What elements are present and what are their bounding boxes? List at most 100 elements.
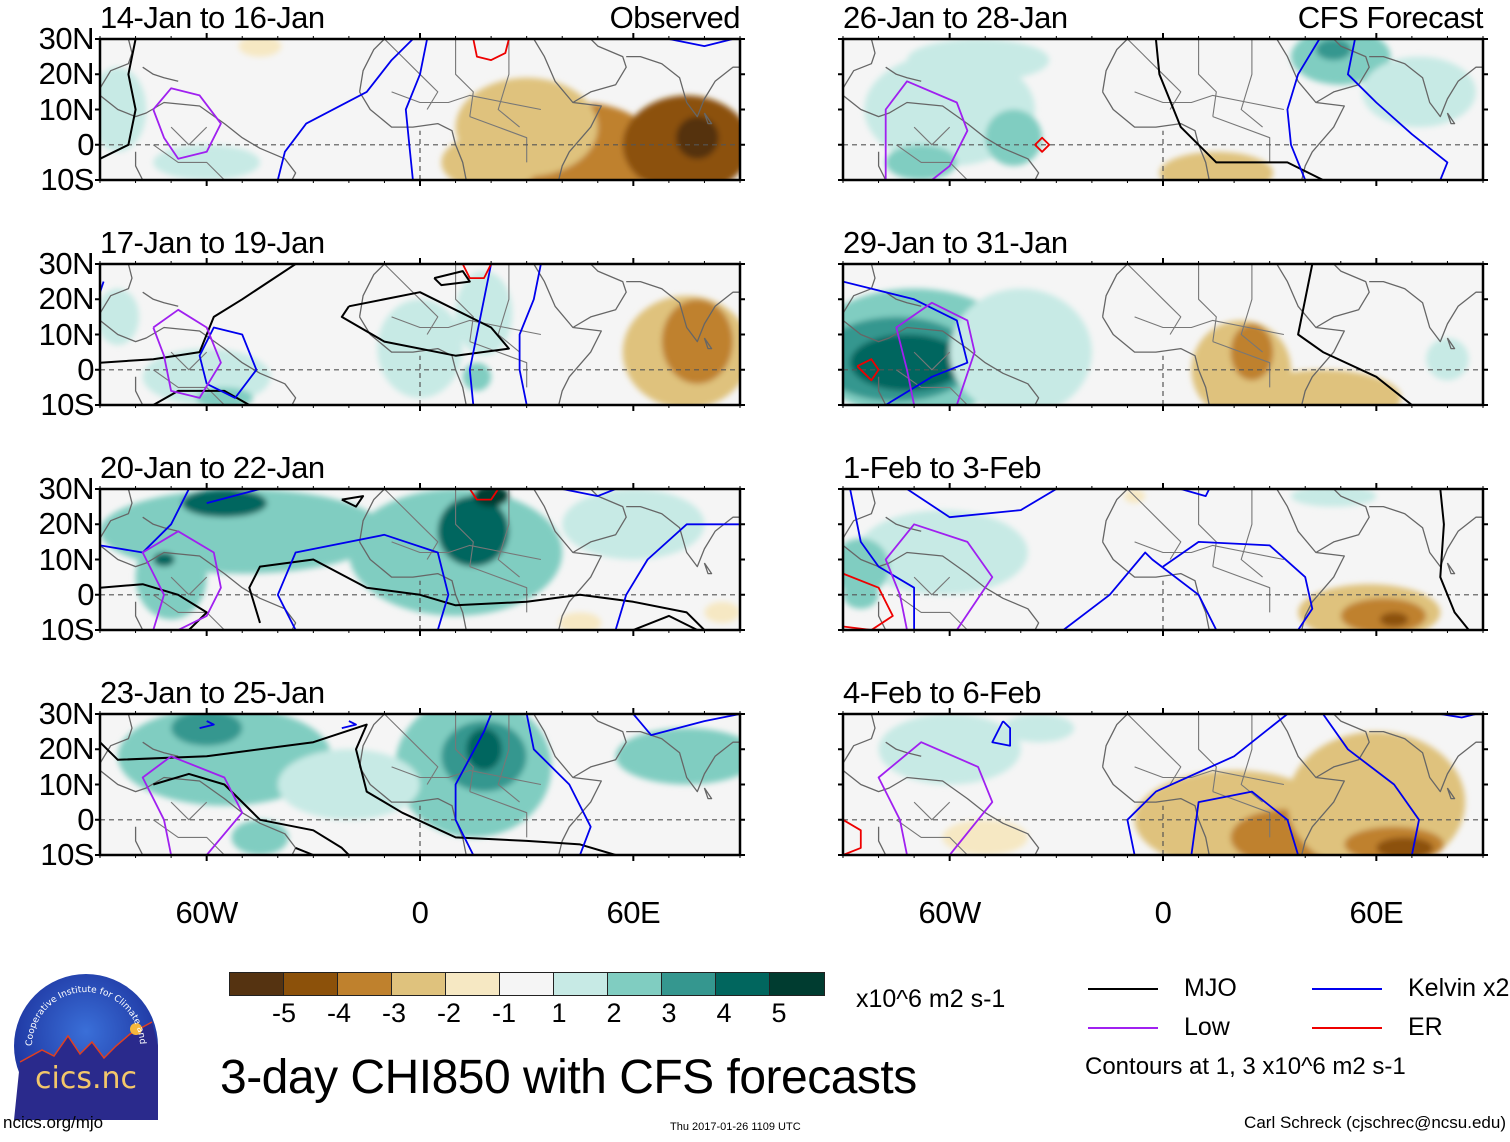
contour-kelvin: [454, 714, 492, 855]
country-border: [1198, 489, 1217, 567]
contour-mjo: [1154, 39, 1324, 180]
legend-label-kelvin: Kelvin x2: [1408, 974, 1510, 1002]
y-tick-label: 20N: [38, 56, 95, 92]
colorbar-tick-label: -2: [436, 998, 461, 1028]
shaded-anomaly-region: [462, 362, 492, 391]
shaded-anomaly-region: [466, 728, 502, 771]
panel-title: 29-Jan to 31-Jan: [843, 225, 1068, 260]
map-plot: [95, 483, 745, 636]
y-tick-label: 10N: [38, 541, 95, 577]
contour-kelvin: [1162, 541, 1314, 630]
country-border: [497, 489, 520, 578]
country-border: [1212, 116, 1271, 163]
y-tick-label: 30N: [38, 246, 95, 281]
country-border: [1198, 714, 1217, 792]
contour-mjo: [632, 614, 698, 630]
contour-low: [884, 523, 994, 630]
coastline: [142, 516, 179, 532]
contour-mjo: [1297, 264, 1413, 405]
contour-er: [843, 819, 862, 855]
map-plot: [95, 258, 745, 411]
legend-swatch-er: [1312, 1026, 1382, 1029]
y-tick-label: 10S: [40, 162, 94, 197]
legend-swatch-low: [1088, 1026, 1158, 1029]
coastline: [1102, 541, 1210, 630]
shaded-anomaly-region: [181, 489, 268, 518]
country-border: [469, 566, 528, 613]
coastline: [358, 264, 385, 318]
coastline: [843, 714, 876, 764]
shaded-anomaly-region: [907, 39, 1050, 82]
contour-kelvin: [1190, 790, 1299, 855]
coastline: [1446, 337, 1456, 350]
contour-low: [141, 530, 222, 630]
coastline: [1102, 316, 1210, 405]
country-border: [170, 576, 208, 596]
logo-text: cics.nc: [35, 1061, 137, 1096]
coastline: [843, 94, 1040, 180]
shaded-anomaly-region: [100, 288, 140, 346]
country-border: [455, 264, 474, 342]
footer-url[interactable]: ncics.org/mjo: [3, 1113, 104, 1132]
colorbar-tick-label: -5: [271, 998, 296, 1028]
shaded-anomaly-region: [878, 714, 1021, 785]
x-tick-label: 60W: [175, 895, 239, 930]
coastline: [843, 39, 876, 89]
shaded-anomaly-region: [562, 489, 705, 560]
contour-low: [152, 87, 222, 160]
country-border: [152, 369, 225, 405]
coastline: [572, 39, 627, 104]
coastline: [359, 91, 467, 180]
y-tick-label: 10S: [40, 387, 94, 422]
shaded-anomaly-region: [949, 288, 1092, 405]
coastline: [533, 264, 602, 405]
country-border: [391, 766, 542, 786]
country-border: [152, 144, 225, 180]
coastline: [1101, 489, 1128, 543]
y-tick-label: 20N: [38, 506, 95, 542]
coastline: [885, 741, 922, 757]
coastline: [359, 766, 467, 855]
contour-kelvin: [562, 489, 616, 497]
map-plot: [838, 483, 1488, 636]
panel-title: 14-Jan to 16-Jan: [100, 0, 325, 35]
shaded-anomaly-region: [1315, 39, 1352, 61]
coastline: [843, 319, 1040, 405]
country-border: [391, 316, 542, 336]
shaded-anomaly-region: [277, 749, 420, 820]
coastline: [1315, 489, 1370, 554]
contour-kelvin: [1126, 714, 1288, 855]
panel-source-label: Observed: [609, 0, 741, 35]
coastline: [1101, 39, 1128, 93]
y-tick-label: 30N: [38, 21, 95, 56]
country-border: [1134, 766, 1285, 786]
coastline: [1446, 112, 1456, 125]
y-tick-label: 10S: [40, 612, 94, 647]
country-border: [1240, 39, 1263, 128]
map-plot: [95, 33, 745, 186]
country-border: [469, 116, 528, 163]
colorbar-swatch: [392, 973, 446, 995]
colorbar-swatch: [770, 973, 824, 995]
coastline: [1276, 714, 1345, 855]
coastline: [142, 66, 179, 82]
contour-kelvin: [1180, 489, 1211, 497]
coastline: [1369, 730, 1483, 793]
coastline: [533, 714, 602, 855]
coastline: [134, 376, 144, 405]
colorbar-swatch: [608, 973, 662, 995]
contour-kelvin: [1062, 551, 1218, 630]
coastline: [358, 489, 385, 543]
coastline: [703, 562, 713, 575]
country-border: [913, 576, 951, 596]
country-border: [1240, 489, 1263, 578]
panel-title: 20-Jan to 22-Jan: [100, 450, 325, 485]
colorbar-tick-label: -4: [326, 998, 351, 1028]
coastline: [703, 112, 713, 125]
contour-kelvin: [341, 720, 357, 729]
colorbar: [229, 972, 825, 996]
shaded-anomaly-region: [942, 819, 1028, 855]
contour-note: Contours at 1, 3 x10^6 m2 s-1: [1085, 1053, 1406, 1080]
country-border: [895, 594, 968, 630]
coastline: [100, 489, 133, 539]
